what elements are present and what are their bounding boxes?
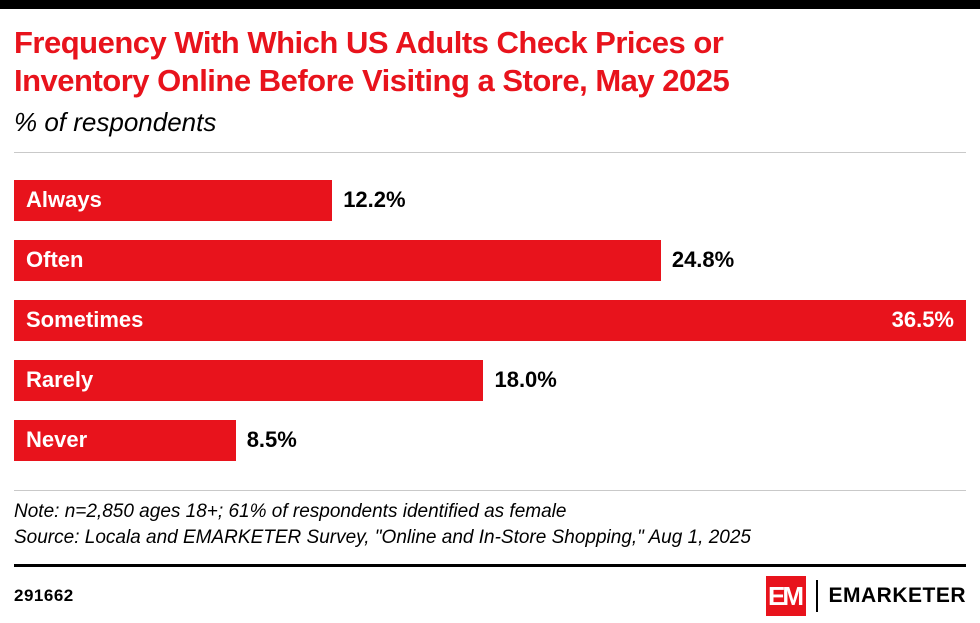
bar-sometimes: Sometimes 36.5% [14,299,966,341]
bar-category-label: Never [26,427,88,453]
header-divider [14,151,966,153]
chart-subtitle: % of respondents [14,106,217,137]
footer-rule [14,564,966,568]
logo-divider [816,580,819,613]
bar-value-label: 18.0% [494,367,557,393]
bar-row: Sometimes 36.5% [14,299,966,341]
note-text: Note: n=2,850 ages 18+; 61% of responden… [14,500,567,522]
bar-category-label: Rarely [26,367,94,393]
bar-value-label: 36.5% [891,307,954,333]
bar-chart: Always 12.2% Often 24.8% Sometimes 36.5% Rarel… [14,179,966,461]
bar-row: Rarely 18.0% [14,359,966,401]
bar-rarely: Rarely [14,359,484,401]
bar-category-label: Always [26,187,102,213]
bar-value-label: 8.5% [246,427,297,453]
emarketer-logo-mark-icon: EM [766,576,807,617]
emarketer-wordmark: EMARKETER [828,584,966,608]
top-accent-bar [0,0,980,9]
bar-never: Never [14,419,236,461]
footer: 291662 EM EMARKETER [0,567,980,617]
bar-row: Often 24.8% [14,239,966,281]
source-text: Source: Locala and EMARKETER Survey, "On… [14,526,751,548]
emarketer-logo: EM EMARKETER [766,576,966,617]
bar-category-label: Sometimes [26,307,144,333]
bar-row: Always 12.2% [14,179,966,221]
bar-often: Often [14,239,661,281]
bar-always: Always [14,179,333,221]
chart-header: Frequency With Which US Adults Check Pri… [0,9,980,138]
bar-value-label: 24.8% [671,247,735,273]
notes-block: Note: n=2,850 ages 18+; 61% of responden… [14,499,966,551]
page-title-line-1: Frequency With Which US Adults Check Pri… [14,25,724,60]
notes-divider [14,489,966,491]
bar-row: Never 8.5% [14,419,966,461]
chart-id: 291662 [14,586,74,606]
bar-value-label: 12.2% [343,187,406,213]
page-title-line-2: Inventory Online Before Visiting a Store… [14,62,730,98]
bar-category-label: Often [26,247,84,273]
